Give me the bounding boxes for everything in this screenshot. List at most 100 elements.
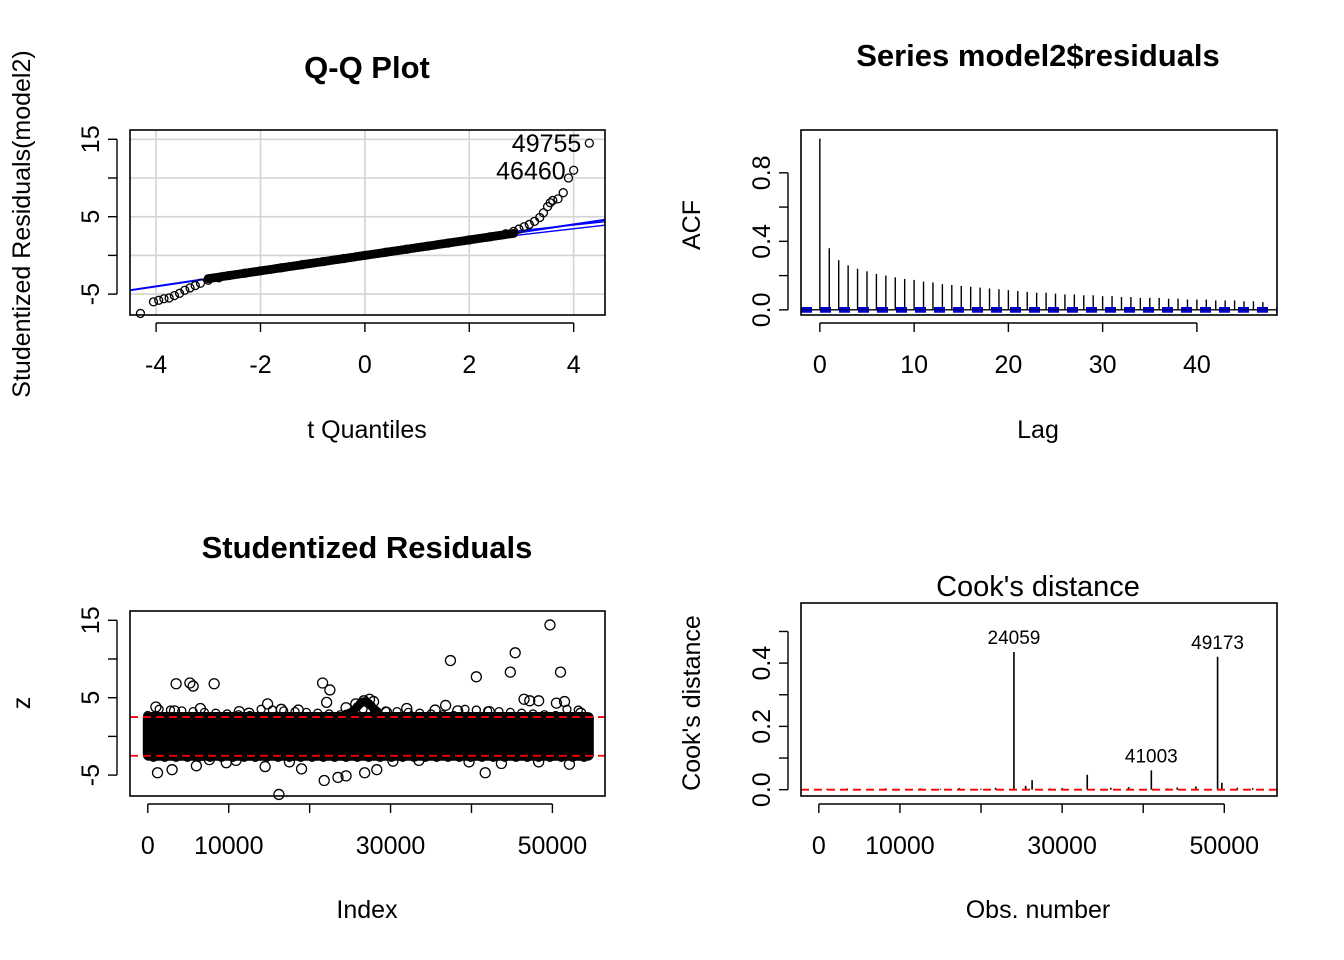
stud-point [283, 756, 296, 768]
y-tick-label: 0.0 [748, 292, 776, 327]
stud-edge-point [500, 752, 510, 762]
acf-xlabel: Lag [1017, 416, 1059, 444]
stud-ylabel: z [8, 697, 36, 710]
stud-edge-point [432, 752, 442, 762]
stud-edge-point [250, 752, 261, 762]
x-tick-label: 50000 [1190, 832, 1260, 860]
stud-point [444, 654, 457, 667]
stud-edge-point [279, 706, 289, 716]
qq-point [174, 288, 185, 298]
stud-edge-point [522, 752, 532, 762]
x-tick-label: 2 [462, 351, 476, 379]
y-tick-label: 5 [77, 210, 105, 224]
qq-point [159, 294, 169, 304]
stud-point [295, 763, 308, 775]
qq-envelope-lower [516, 224, 605, 236]
qq-point [169, 290, 180, 301]
qq-points [135, 138, 594, 319]
qq-point [276, 263, 287, 273]
qq-point [381, 247, 391, 257]
qq-point [240, 268, 250, 278]
stud-edge-point [171, 752, 181, 762]
stud-point [332, 771, 344, 784]
stud-edge-point [341, 752, 351, 762]
x-tick-label: -2 [249, 351, 271, 379]
acf-ylabel: ACF [678, 200, 706, 250]
qq-point [195, 278, 206, 288]
stud-edge-point [556, 752, 566, 762]
stud-edge-point [550, 710, 561, 721]
cook-bar-labels: 24059 49173 41003 [988, 628, 1244, 767]
stud-point [190, 760, 203, 772]
x-tick-label: 10 [900, 351, 928, 379]
stud-point [495, 757, 508, 770]
x-tick-label: 4 [567, 351, 581, 379]
stud-point [359, 767, 371, 779]
stud-edge-point [222, 709, 232, 719]
y-tick-label: -5 [77, 764, 105, 786]
stud-point [479, 767, 491, 779]
stud-point [429, 704, 441, 716]
x-tick-label: 20 [994, 351, 1022, 379]
stud-edge-point [579, 752, 589, 762]
qq-point [297, 260, 307, 270]
cook-bar-label: 24059 [988, 628, 1041, 649]
stud-point [318, 774, 330, 787]
stud-edge-point [364, 752, 374, 762]
cook-ylabel: Cook's distance [678, 615, 706, 791]
x-tick-label: 50000 [518, 832, 588, 860]
stud-point [203, 753, 215, 766]
stud-point [151, 767, 164, 779]
qq-x-axis: -4 -2 0 2 4 [145, 322, 581, 379]
qq-point [545, 198, 555, 208]
y-tick-label: 0.8 [748, 155, 776, 190]
stud-edge-point [228, 752, 238, 762]
stud-edge-point [460, 704, 470, 714]
stud-point [194, 702, 207, 715]
stud-edge-point [143, 710, 153, 721]
stud-point [259, 760, 271, 773]
stud-point [558, 695, 571, 708]
acf-title: Series model2$residuals [856, 38, 1220, 73]
stud-point [187, 680, 199, 692]
stud-edge-point [324, 709, 334, 719]
stud-point [509, 647, 521, 659]
stud-point [504, 666, 516, 678]
qq-point [255, 266, 266, 276]
acf-x-axis: 0 10 20 30 40 [813, 322, 1211, 379]
stud-edge-point [273, 752, 283, 762]
acf-y-axis: 0.0 0.4 0.8 [748, 155, 789, 327]
stud-point [524, 695, 536, 707]
stud-edge-point [420, 752, 431, 762]
stud-point [550, 697, 563, 709]
qq-point [524, 219, 534, 230]
stud-edge-point [573, 705, 583, 715]
qq-point [154, 295, 164, 305]
stud-x-axis: 0 10000 30000 50000 [141, 803, 588, 860]
panel-qq-plot: Q-Q Plot t Quantiles Studentized Residua… [8, 50, 606, 444]
qq-point [318, 256, 328, 267]
stud-point [340, 702, 352, 714]
panel-cooks-distance: Cook's distance Obs. number Cook's dista… [678, 571, 1278, 924]
y-tick-label: 0.4 [748, 224, 776, 259]
stud-point [371, 764, 383, 776]
x-tick-label: 30000 [356, 832, 426, 860]
stud-edge-point [528, 709, 538, 719]
stud-edge-point [398, 752, 408, 762]
qq-point [509, 226, 519, 237]
qq-point [464, 235, 474, 245]
qq-point [339, 253, 349, 264]
stud-edge-point [511, 752, 521, 762]
stud-edge-point [330, 752, 340, 762]
x-tick-label: 30 [1089, 351, 1117, 379]
stud-point [273, 788, 285, 801]
cook-xlabel: Obs. number [966, 896, 1111, 924]
qq-point [224, 270, 234, 281]
stud-point [532, 756, 545, 768]
y-tick-label: 0.2 [748, 709, 776, 744]
x-tick-label: 40 [1183, 351, 1211, 379]
stud-point [452, 705, 464, 717]
stud-edge-point [545, 752, 555, 762]
stud-point [170, 678, 182, 690]
